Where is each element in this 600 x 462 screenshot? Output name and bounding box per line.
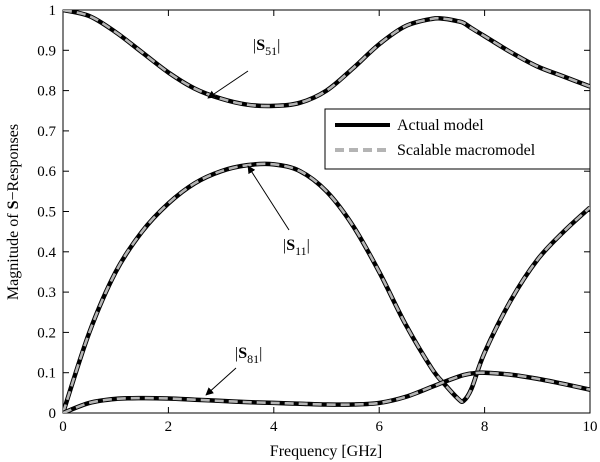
legend-label-scalable: Scalable macromodel xyxy=(397,142,536,159)
x-tick-label-4: 8 xyxy=(481,419,489,435)
y-tick-label-4: 0.4 xyxy=(37,245,56,261)
legend: Actual model Scalable macromodel xyxy=(324,108,591,170)
y-axis-title-bold: S xyxy=(5,200,22,209)
plot-area xyxy=(62,9,591,414)
y-axis-title: Magnitude of S−Responses xyxy=(5,124,22,300)
annotation-layer: |S51| |S11| |S81| xyxy=(205,37,310,396)
annotation-s11: |S11| xyxy=(247,165,310,258)
series-layer xyxy=(63,10,590,413)
x-tick-label-1: 2 xyxy=(165,419,173,435)
x-tick-label-0: 0 xyxy=(59,419,67,435)
y-tick-label-10: 1 xyxy=(49,3,57,19)
y-axis-title-prefix: Magnitude of xyxy=(5,209,22,300)
y-axis-title-suffix: −Responses xyxy=(5,124,22,201)
series-s11-macromodel-line xyxy=(63,162,590,413)
legend-box xyxy=(324,108,591,170)
annotation-s51: |S51| xyxy=(207,37,280,99)
y-tick-label-8: 0.8 xyxy=(37,84,56,100)
series-s81-macromodel-line xyxy=(63,371,590,413)
x-tick-label-2: 4 xyxy=(270,419,278,435)
y-tick-label-7: 0.7 xyxy=(37,124,56,140)
x-tick-label-5: 10 xyxy=(583,419,598,435)
annotation-arrow-s81 xyxy=(205,367,237,396)
annotation-s81: |S81| xyxy=(205,345,262,396)
y-tick-label-9: 0.9 xyxy=(37,43,56,59)
series-s51-macromodel-line xyxy=(63,10,590,108)
y-tick-label-6: 0.6 xyxy=(37,164,56,180)
x-tick-label-3: 6 xyxy=(375,419,383,435)
annotation-label-s51: |S51| xyxy=(253,37,280,58)
y-tick-label-2: 0.2 xyxy=(37,325,56,341)
axis-ticks: 0 2 4 6 8 10 0 0.1 0.2 0.3 0.4 0.5 0.6 0.7 0.8 0.9 1 xyxy=(37,3,597,435)
annotation-label-s11: |S11| xyxy=(283,237,310,258)
x-axis-title: Frequency [GHz] xyxy=(270,443,382,460)
annotation-label-s81: |S81| xyxy=(235,345,262,366)
legend-label-actual: Actual model xyxy=(397,117,484,134)
annotation-arrow-s11 xyxy=(247,165,290,231)
y-tick-label-3: 0.3 xyxy=(37,285,56,301)
annotation-arrow-s51 xyxy=(207,70,249,99)
y-tick-label-0: 0 xyxy=(49,406,57,422)
y-tick-label-1: 0.1 xyxy=(37,366,56,382)
y-tick-label-5: 0.5 xyxy=(37,205,56,221)
